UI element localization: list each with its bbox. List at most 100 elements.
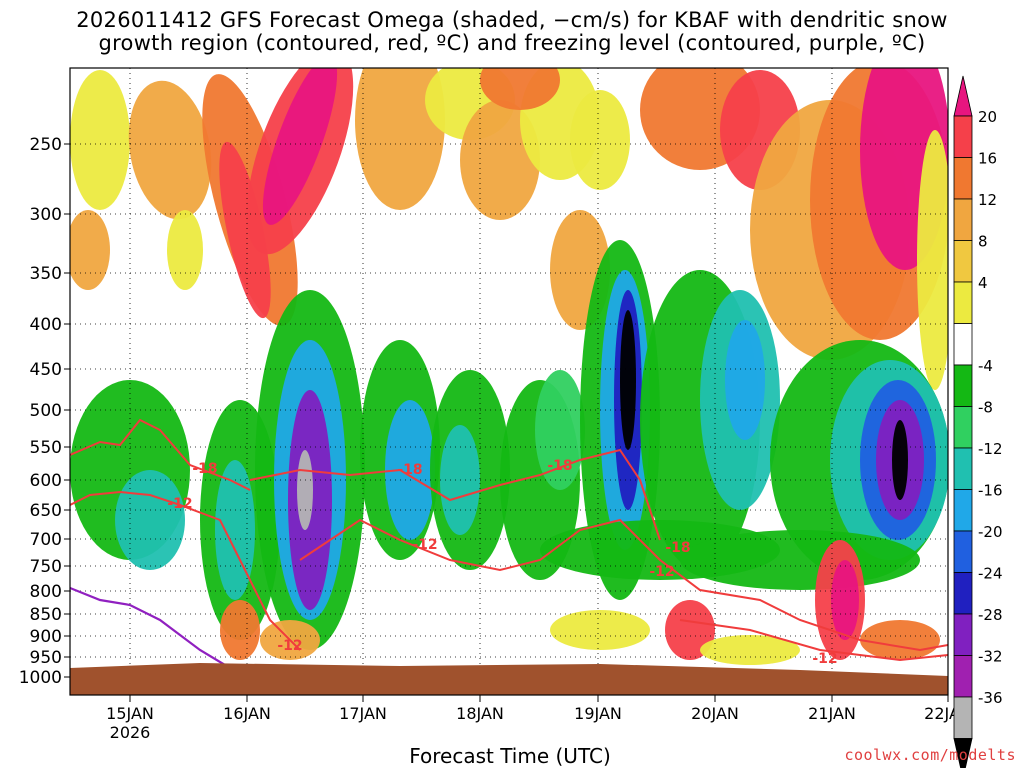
contour-label: -12 [412, 537, 437, 553]
colorbar-segment [953, 696, 973, 739]
y-tick-label: 300 [30, 205, 62, 225]
y-tick-label: 850 [30, 605, 62, 625]
colorbar-tick-label: -32 [978, 648, 1003, 666]
dgz-contour-line [299, 518, 948, 652]
colorbar-tick-label: 20 [978, 108, 997, 126]
contour-label: -12 [167, 496, 192, 512]
omega-cell [620, 310, 636, 450]
colorbar-segment [953, 198, 973, 241]
omega-cell [460, 100, 540, 220]
y-tick-label: 950 [30, 648, 62, 668]
terrain-surface [70, 663, 948, 695]
colorbar-segment [953, 406, 973, 449]
colorbar-tick-label: -4 [978, 357, 993, 375]
plot-area: -18 -12 -18 -12 -18 -12 -18 -12 -12 [70, 68, 948, 695]
colorbar-segment [953, 281, 973, 324]
omega-cell [725, 320, 765, 440]
omega-cell [570, 90, 630, 190]
omega-cell [355, 68, 445, 210]
colorbar-segment [953, 530, 973, 573]
y-tick-label: 1000 [19, 668, 62, 688]
colorbar-tick-label: 4 [978, 274, 988, 292]
y-tick-label: 700 [30, 530, 62, 550]
dgz-contour-line [679, 619, 948, 662]
omega-cell [297, 450, 313, 530]
y-tick-label: 250 [30, 135, 62, 155]
site-credit: coolwx.com/modelts [844, 746, 1016, 764]
colorbar-segment [953, 655, 973, 698]
x-tick-label: 16JAN [223, 704, 271, 723]
x-tick-sublabel: 2026 [110, 723, 151, 742]
y-tick-label: 500 [30, 401, 62, 421]
colorbar-segment [953, 613, 973, 656]
contour-label: -12 [277, 638, 302, 654]
omega-cell [480, 68, 560, 110]
dgz-contour-line [70, 418, 251, 491]
plot-frame [69, 67, 949, 696]
dgz-contour-line [70, 490, 301, 651]
colorbar-segment [953, 572, 973, 615]
y-tick-label: 400 [30, 315, 62, 335]
x-axis-title: Forecast Time (UTC) [409, 744, 611, 768]
x-tick-label: 17JAN [339, 704, 387, 723]
x-tick-label: 15JAN [106, 704, 154, 723]
y-tick-label: 550 [30, 438, 62, 458]
colorbar-segment [953, 489, 973, 532]
colorbar-segment [953, 364, 973, 407]
colorbar-segment [953, 240, 973, 283]
x-axis: 15JAN 16JAN 17JAN 18JAN 19JAN 20JAN 21JAN 22JAN… [106, 695, 972, 742]
omega-cell [215, 460, 255, 600]
chart-title-line1: 2026011412 GFS Forecast Omega (shaded, −… [76, 8, 948, 32]
colorbar-tick-label: 12 [978, 191, 997, 209]
y-tick-label: 350 [30, 264, 62, 284]
chart-title-line2: growth region (contoured, red, ºC) and f… [98, 31, 926, 55]
colorbar-tick-label: -20 [978, 523, 1003, 541]
omega-cell [115, 470, 185, 570]
omega-cell [70, 70, 130, 210]
y-tick-label: 600 [30, 471, 62, 491]
y-tick-label: 800 [30, 582, 62, 602]
y-tick-label: 450 [30, 360, 62, 380]
contour-label: -18 [665, 540, 690, 556]
omega-cell [219, 141, 271, 319]
y-tick-label: 750 [30, 557, 62, 577]
y-tick-label: 900 [30, 627, 62, 647]
omega-cell [262, 68, 338, 225]
colorbar-segment [953, 447, 973, 490]
colorbar-tick-label: -36 [978, 689, 1003, 707]
x-tick-label: 20JAN [691, 704, 739, 723]
omega-cell [535, 370, 585, 490]
colorbar-tick-label: -24 [978, 565, 1003, 583]
omega-cell [917, 130, 948, 390]
omega-cell [128, 80, 212, 220]
colorbar-segment [953, 323, 973, 366]
freezing-level-line [70, 586, 231, 669]
colorbar-segment [953, 115, 973, 158]
omega-cell [831, 560, 859, 640]
contour-label: -18 [547, 458, 572, 474]
omega-cell [167, 210, 203, 290]
colorbar-tick-label: -8 [978, 399, 993, 417]
contour-label: -12 [649, 564, 674, 580]
y-axis: 2503003504004505005506006507007508008509… [19, 135, 70, 688]
colorbar-tick-label: 16 [978, 150, 997, 168]
omega-cell [700, 635, 800, 665]
omega-cell [385, 400, 435, 540]
omega-cell [220, 600, 260, 660]
colorbar-bottom-arrow [953, 738, 973, 768]
contour-label: -18 [192, 461, 217, 477]
omega-cell [860, 620, 940, 660]
colorbar-tick-label: -28 [978, 606, 1003, 624]
x-tick-label: 18JAN [456, 704, 504, 723]
omega-cell [892, 420, 908, 500]
omega-cell [550, 610, 650, 650]
terrain-fill [70, 663, 948, 695]
colorbar-tick-label: 8 [978, 233, 988, 251]
dgz-contour-line [249, 448, 661, 541]
x-tick-label: 19JAN [574, 704, 622, 723]
contour-label: -18 [397, 462, 422, 478]
omega-cell [665, 600, 715, 660]
dgz-contours: -18 -12 -18 -12 -18 -12 -18 -12 -12 [70, 418, 948, 669]
colorbar-tick-label: -12 [978, 440, 1003, 458]
